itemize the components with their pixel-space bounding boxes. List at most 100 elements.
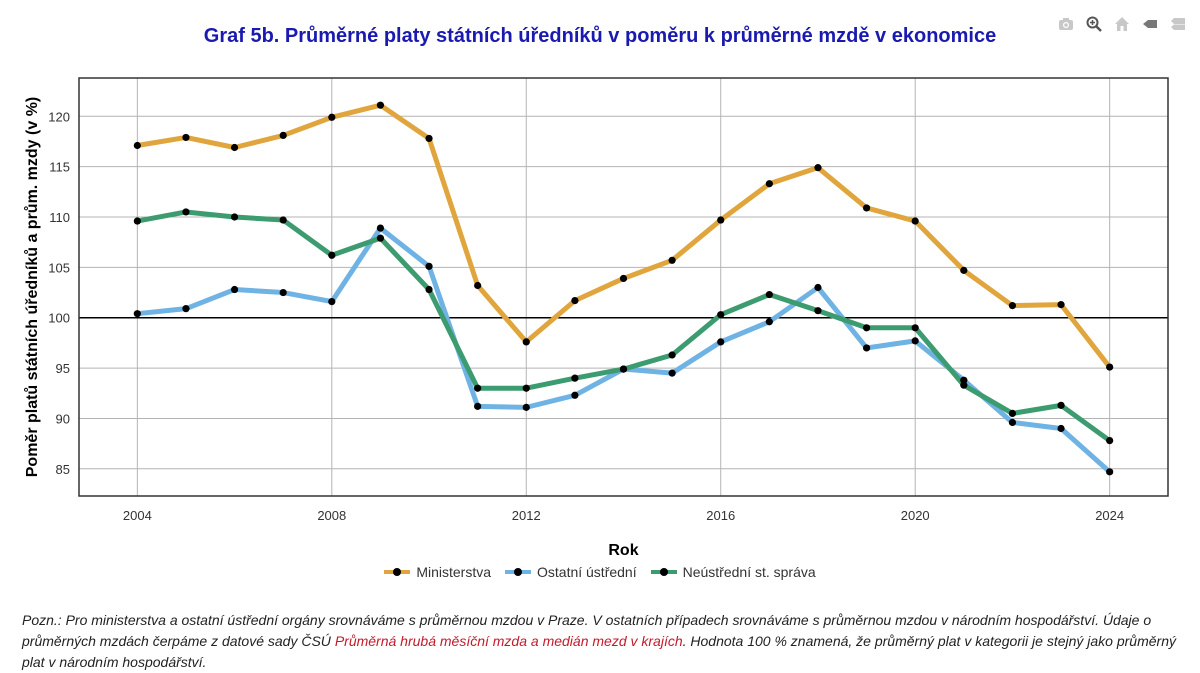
data-point-ministerstva bbox=[862, 204, 871, 212]
data-point-ministerstva bbox=[133, 141, 141, 150]
data-point-neustredni-st-sprava bbox=[474, 384, 482, 392]
series-layer bbox=[133, 101, 1114, 476]
data-point-neustredni-st-sprava bbox=[133, 217, 141, 225]
data-point-ostatni-ustredni bbox=[425, 262, 433, 270]
data-point-ministerstva bbox=[376, 101, 385, 109]
chart-title: Graf 5b. Průměrné platy státních úředník… bbox=[203, 25, 997, 47]
data-point-neustredni-st-sprava bbox=[182, 208, 190, 216]
x-tick-label: 2004 bbox=[123, 508, 152, 523]
data-point-ministerstva bbox=[425, 134, 433, 143]
data-point-ostatni-ustredni bbox=[862, 344, 871, 352]
data-point-neustredni-st-sprava bbox=[425, 285, 433, 294]
data-point-ministerstva bbox=[1057, 301, 1065, 309]
data-point-ostatni-ustredni bbox=[133, 310, 141, 318]
footnote-text-end: . Hodnota 100 % znamená, že průměrný pla… bbox=[22, 633, 1176, 670]
x-axis-label: Rok bbox=[608, 542, 638, 559]
chart-plot: 2004 2008 2012 2016 2020 2024 85 90 95 100 105 110… bbox=[24, 77, 1169, 559]
y-tick-label: 100 bbox=[48, 311, 70, 326]
y-tick-label: 120 bbox=[48, 109, 70, 124]
x-gridlines bbox=[136, 78, 1111, 496]
y-tick-label: 85 bbox=[56, 462, 70, 477]
data-point-ostatni-ustredni bbox=[1008, 418, 1017, 427]
data-point-ostatni-ustredni bbox=[1106, 468, 1114, 476]
x-tick-label: 2012 bbox=[512, 508, 541, 523]
data-point-ostatni-ustredni bbox=[814, 283, 822, 292]
legend-swatch-marker bbox=[659, 568, 668, 576]
legend-swatch bbox=[384, 565, 411, 579]
data-point-ostatni-ustredni bbox=[571, 391, 579, 399]
y-tick-label: 105 bbox=[48, 260, 70, 275]
data-point-neustredni-st-sprava bbox=[522, 384, 530, 392]
footnote-link[interactable]: Průměrná hrubá měsíční mzda a medián mez… bbox=[334, 633, 683, 649]
data-point-ministerstva bbox=[814, 164, 822, 172]
data-point-ostatni-ustredni bbox=[960, 376, 968, 384]
data-point-ministerstva bbox=[571, 296, 579, 305]
spike-icon[interactable] bbox=[1142, 16, 1158, 32]
y-tick-label: 90 bbox=[56, 411, 70, 426]
data-point-neustredni-st-sprava bbox=[862, 324, 871, 332]
data-point-ostatni-ustredni bbox=[474, 402, 482, 410]
data-point-ministerstva bbox=[960, 266, 968, 274]
data-point-neustredni-st-sprava bbox=[376, 234, 385, 242]
x-tick-label: 2008 bbox=[317, 508, 346, 523]
data-point-ministerstva bbox=[911, 217, 919, 225]
y-tick-labels: 85 90 95 100 105 110 115 120 bbox=[48, 109, 70, 477]
data-point-ministerstva bbox=[522, 338, 530, 346]
legend-item-neustredni-st-sprava[interactable]: Neústřední st. správa bbox=[650, 564, 816, 580]
footnote: Pozn.: Pro ministerstva a ostatní ústřed… bbox=[22, 610, 1182, 673]
legend-item-ministerstva[interactable]: Ministerstva bbox=[384, 564, 491, 580]
data-point-ministerstva bbox=[279, 131, 287, 140]
x-tick-labels: 2004 2008 2012 2016 2020 2024 bbox=[123, 508, 1124, 523]
data-point-ostatni-ustredni bbox=[1057, 424, 1065, 433]
compare-icon[interactable] bbox=[1170, 16, 1186, 32]
data-point-neustredni-st-sprava bbox=[1057, 401, 1065, 409]
data-point-neustredni-st-sprava bbox=[960, 381, 968, 389]
data-point-ministerstva bbox=[328, 113, 336, 121]
data-point-neustredni-st-sprava bbox=[814, 307, 822, 315]
data-point-neustredni-st-sprava bbox=[765, 290, 773, 299]
data-point-ministerstva bbox=[230, 143, 239, 152]
data-point-neustredni-st-sprava bbox=[911, 324, 919, 332]
data-point-ostatni-ustredni bbox=[668, 369, 676, 377]
legend-label: Ministerstva bbox=[416, 564, 491, 580]
data-point-ostatni-ustredni bbox=[765, 318, 773, 326]
data-point-ostatni-ustredni bbox=[911, 337, 919, 345]
footnote-text: Pozn.: Pro ministerstva a ostatní ústřed… bbox=[22, 612, 1152, 649]
data-point-ministerstva bbox=[619, 274, 628, 283]
data-point-ostatni-ustredni bbox=[328, 298, 336, 306]
data-point-neustredni-st-sprava bbox=[619, 365, 628, 373]
data-point-ostatni-ustredni bbox=[230, 285, 239, 294]
data-point-ministerstva bbox=[474, 281, 482, 290]
data-point-ministerstva bbox=[717, 216, 725, 224]
data-point-neustredni-st-sprava bbox=[717, 311, 725, 319]
data-point-ministerstva bbox=[1008, 302, 1017, 310]
x-tick-label: 2016 bbox=[706, 508, 735, 523]
data-point-ostatni-ustredni bbox=[522, 403, 530, 411]
legend-swatch bbox=[505, 565, 531, 579]
data-point-ministerstva bbox=[765, 180, 773, 188]
data-point-ministerstva bbox=[1106, 363, 1114, 371]
legend-label: Ostatní ústřední bbox=[537, 564, 637, 580]
legend-label: Neústřední st. správa bbox=[682, 564, 816, 580]
camera-icon[interactable] bbox=[1058, 16, 1074, 32]
legend-item-ostatni-ustredni[interactable]: Ostatní ústřední bbox=[505, 564, 637, 580]
y-tick-label: 110 bbox=[49, 210, 70, 225]
y-tick-label: 115 bbox=[49, 160, 70, 175]
plot-area bbox=[79, 78, 1168, 496]
x-tick-label: 2020 bbox=[901, 508, 930, 523]
y-axis-label: Poměr platů státních úředníků a prům. mz… bbox=[24, 97, 41, 478]
legend-swatch-marker bbox=[393, 568, 402, 576]
legend-swatch-marker bbox=[514, 568, 522, 576]
data-point-neustredni-st-sprava bbox=[1008, 409, 1017, 418]
home-icon[interactable] bbox=[1114, 16, 1130, 32]
data-point-neustredni-st-sprava bbox=[1106, 437, 1114, 445]
plot-border bbox=[78, 77, 1169, 497]
legend-swatch bbox=[650, 565, 677, 579]
zoom-icon[interactable] bbox=[1086, 16, 1102, 32]
data-point-neustredni-st-sprava bbox=[230, 213, 239, 221]
data-point-ostatni-ustredni bbox=[376, 224, 385, 232]
data-point-ministerstva bbox=[182, 133, 190, 142]
data-point-neustredni-st-sprava bbox=[571, 374, 579, 382]
legend: Ministerstva Ostatní ústřední Neústřední s… bbox=[0, 564, 1200, 580]
data-point-neustredni-st-sprava bbox=[328, 251, 336, 259]
